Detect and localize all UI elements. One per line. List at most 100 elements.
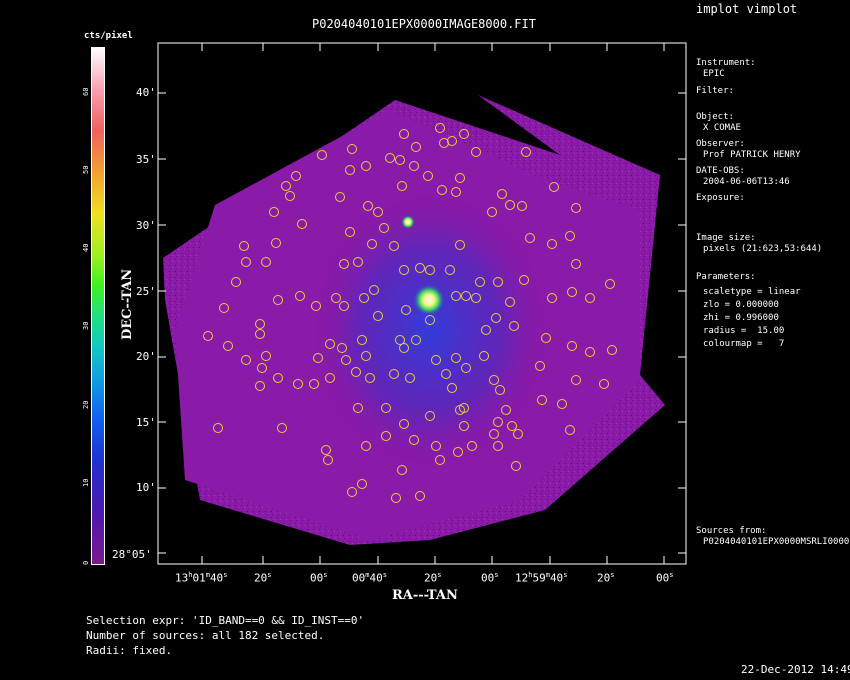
source-circle bbox=[351, 367, 361, 377]
source-circle bbox=[257, 363, 267, 373]
source-circle bbox=[425, 411, 435, 421]
source-circle bbox=[489, 429, 499, 439]
source-circle bbox=[435, 455, 445, 465]
source-circle bbox=[391, 493, 401, 503]
source-circle bbox=[565, 425, 575, 435]
source-circle bbox=[397, 465, 407, 475]
source-circle bbox=[309, 379, 319, 389]
source-circle bbox=[439, 138, 449, 148]
source-circle bbox=[389, 369, 399, 379]
y-tick-label: 25' bbox=[136, 285, 156, 298]
source-circle bbox=[415, 491, 425, 501]
source-circle bbox=[381, 431, 391, 441]
source-circle bbox=[519, 275, 529, 285]
source-circle bbox=[517, 201, 527, 211]
source-circle bbox=[507, 421, 517, 431]
source-circle bbox=[337, 343, 347, 353]
source-circle bbox=[359, 293, 369, 303]
source-circle bbox=[513, 429, 523, 439]
date-obs-value: 2004-06-06T13:46 bbox=[703, 177, 790, 187]
source-circle bbox=[345, 227, 355, 237]
timestamp: 22-Dec-2012 14:49 bbox=[741, 663, 850, 676]
source-circle bbox=[481, 325, 491, 335]
source-circle bbox=[293, 379, 303, 389]
radii-mode: Radii: fixed. bbox=[86, 644, 173, 657]
source-circle bbox=[505, 200, 515, 210]
source-circle bbox=[475, 277, 485, 287]
source-circle bbox=[445, 265, 455, 275]
source-circle bbox=[399, 265, 409, 275]
sources-from-value: P0204040101EPX0000MSRLI0000.F bbox=[703, 537, 850, 547]
y-tick-label: 40' bbox=[136, 86, 156, 99]
source-circle bbox=[399, 343, 409, 353]
observer-value: Prof PATRICK HENRY bbox=[703, 150, 801, 160]
source-circle bbox=[353, 403, 363, 413]
source-circle bbox=[511, 461, 521, 471]
sources-from-label: Sources from: bbox=[696, 526, 767, 536]
instrument-label: Instrument: bbox=[696, 58, 756, 68]
source-circle bbox=[455, 173, 465, 183]
source-circle bbox=[425, 315, 435, 325]
source-circle bbox=[425, 265, 435, 275]
colorbar bbox=[91, 47, 105, 565]
instrument-value: EPIC bbox=[703, 69, 725, 79]
image-title: P0204040101EPX0000IMAGE8000.FIT bbox=[312, 17, 536, 31]
source-circle bbox=[535, 361, 545, 371]
source-circle bbox=[271, 238, 281, 248]
source-circle bbox=[379, 223, 389, 233]
x-tick-label: 00s bbox=[310, 571, 328, 585]
source-circle bbox=[385, 153, 395, 163]
source-circle bbox=[405, 373, 415, 383]
source-circle bbox=[435, 123, 445, 133]
object-label: Object: bbox=[696, 112, 734, 122]
source-circle bbox=[451, 353, 461, 363]
source-circle bbox=[409, 161, 419, 171]
source-circle bbox=[399, 129, 409, 139]
source-circle bbox=[455, 405, 465, 415]
source-circle bbox=[461, 291, 471, 301]
source-circle bbox=[459, 129, 469, 139]
source-circle bbox=[493, 417, 503, 427]
source-circle bbox=[571, 259, 581, 269]
source-count: Number of sources: all 182 selected. bbox=[86, 629, 325, 642]
source-circle bbox=[411, 142, 421, 152]
source-circle bbox=[357, 479, 367, 489]
source-circle bbox=[397, 181, 407, 191]
source-circle bbox=[361, 161, 371, 171]
source-circle bbox=[297, 219, 307, 229]
parameters-label: Parameters: bbox=[696, 272, 756, 282]
source-circle bbox=[411, 335, 421, 345]
source-circle bbox=[451, 187, 461, 197]
source-circle bbox=[231, 277, 241, 287]
axis-tickmarks bbox=[158, 43, 686, 564]
source-circle bbox=[347, 144, 357, 154]
source-circle bbox=[389, 241, 399, 251]
source-circle bbox=[255, 329, 265, 339]
selection-expression: Selection expr: 'ID_BAND==0 && ID_INST==… bbox=[86, 614, 365, 627]
source-circle bbox=[493, 277, 503, 287]
bright-source-core bbox=[413, 284, 445, 316]
source-circle bbox=[373, 311, 383, 321]
source-circle bbox=[505, 297, 515, 307]
source-circle bbox=[467, 441, 477, 451]
source-circle bbox=[521, 147, 531, 157]
source-circle bbox=[345, 165, 355, 175]
y-tick-label: 15' bbox=[136, 416, 156, 429]
source-circle bbox=[281, 181, 291, 191]
source-circle bbox=[353, 257, 363, 267]
source-circle bbox=[255, 381, 265, 391]
source-circles bbox=[203, 123, 617, 503]
source-circle bbox=[357, 335, 367, 345]
y-tick-label: 10' bbox=[136, 481, 156, 494]
y-tick-label: 35' bbox=[136, 153, 156, 166]
source-circle bbox=[471, 293, 481, 303]
source-circle bbox=[261, 257, 271, 267]
source-circle bbox=[361, 351, 371, 361]
filter-label: Filter: bbox=[696, 86, 734, 96]
source-circle bbox=[261, 351, 271, 361]
source-circle bbox=[223, 341, 233, 351]
source-circle bbox=[571, 203, 581, 213]
y-tick-label: 28°05' bbox=[112, 548, 152, 561]
source-circle bbox=[311, 301, 321, 311]
source-circle bbox=[495, 385, 505, 395]
